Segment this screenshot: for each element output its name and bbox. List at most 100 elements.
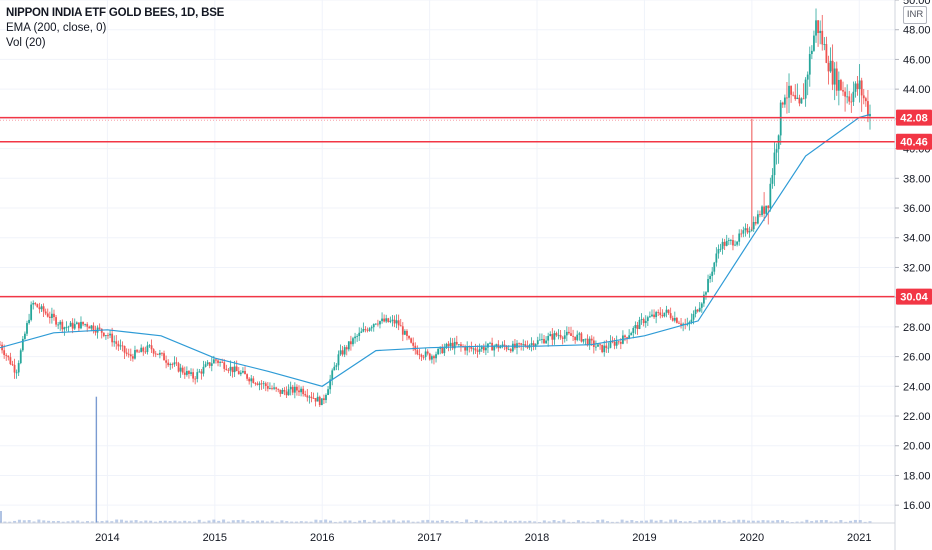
candle-body [729,240,732,241]
volume-bar [853,519,857,523]
volume-bar [484,521,488,523]
candle-body [565,331,568,336]
candle-body [223,362,226,369]
candle-body [173,362,176,365]
candle-body [424,351,427,357]
candle-body [690,319,693,323]
volume-indicator-label[interactable]: Vol (20) [6,37,46,49]
candle-body [0,344,1,346]
candle-body [478,348,481,352]
candle-body [765,205,768,214]
volume-bar [13,520,17,523]
candle-body [412,342,415,346]
volume-bar [188,521,192,523]
candle-body [161,352,163,354]
candle-body [285,391,288,396]
candle-body [433,356,435,359]
volume-bar [508,521,512,523]
volume-bar [319,520,323,523]
candle-body [144,351,147,353]
candle-body [5,355,8,356]
volume-spike-bar [95,396,98,523]
candle-body [584,338,587,340]
candle-body [524,344,527,347]
candle-body [314,398,317,402]
candle-body [372,324,375,328]
candle-body [221,361,224,363]
candle-body [844,91,846,97]
candle-body [474,348,477,351]
y-tick-label: 46.00 [903,54,931,66]
candle-body [175,362,178,364]
volume-bar [61,521,65,523]
candle-body [520,343,523,345]
candle-body [102,332,105,336]
volume-bar [469,521,473,523]
candle-body [601,344,604,353]
candle-body [229,366,232,371]
candle-body [694,309,697,314]
symbol-title[interactable]: NIPPON INDIA ETF GOLD BEES, 1D, BSE [6,7,225,19]
candle-body [383,318,386,322]
candle-body [538,339,541,341]
candle-body [563,335,566,339]
volume-bar [367,521,371,523]
candle-body [840,79,842,91]
volume-bar [708,520,712,523]
candle-body [142,347,145,352]
candle-body [231,366,234,373]
candle-body [709,276,712,280]
candle-body [48,316,51,318]
candle-body [605,345,608,349]
candle-body [17,363,20,373]
ema-indicator-label[interactable]: EMA (200, close, 0) [6,22,107,34]
currency-badge[interactable]: INR [903,6,927,24]
candle-body [671,317,674,321]
volume-bar [824,520,828,523]
volume-bar [192,521,196,523]
candle-body [129,354,132,357]
candle-body [300,388,302,393]
candle-body [447,343,450,347]
volume-bar [329,520,333,523]
time-axis[interactable]: 2014 2015 2016 2017 2018 2019 2020 2021 [95,532,871,544]
y-tick-label: 44.00 [903,84,931,96]
candle-body [634,325,637,329]
candle-body [692,313,695,320]
price-level-lines[interactable] [0,116,895,298]
volume-bar [134,520,138,523]
candle-body [291,386,294,393]
volume-bar [766,520,770,523]
volume-bar [455,521,459,523]
candle-body [678,322,680,324]
candle-body [748,231,751,233]
candle-body [626,337,628,339]
x-tick-label: 2016 [310,532,334,544]
candle-body [476,350,479,352]
candle-body [36,304,39,308]
volume-bar [47,520,51,523]
candle-body [264,383,267,387]
volume-bar [168,521,172,523]
candle-body [84,324,87,325]
volume-bar [37,519,41,523]
candle-body [561,337,564,339]
candle-body [140,347,143,353]
candle-body [536,340,539,345]
price-axis[interactable]: 16.0018.0020.0022.0024.0026.0028.0030.00… [895,0,931,512]
volume-bar [120,519,124,523]
candle-body [779,102,782,136]
candle-body [746,228,749,233]
candle-body [727,240,730,241]
candle-body [644,320,647,324]
volume-bar [732,520,736,523]
candle-body [192,372,195,379]
volume-bar [703,520,707,523]
candle-body [669,313,672,318]
candle-body [794,95,797,100]
candle-body [111,333,114,343]
candle-body [215,359,217,361]
candle-body [813,35,815,51]
volume-bar [678,521,682,523]
